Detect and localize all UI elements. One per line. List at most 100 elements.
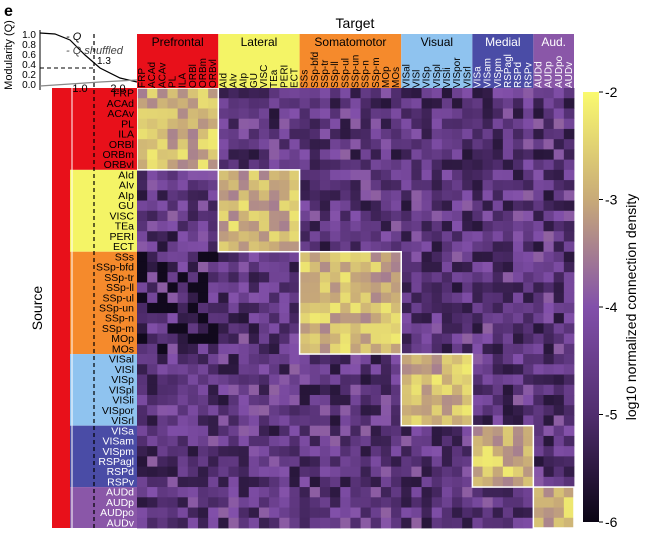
heatmap-cell — [553, 364, 565, 375]
heatmap-cell — [218, 98, 229, 109]
heatmap-cell — [167, 405, 179, 416]
heatmap-cell — [360, 292, 372, 304]
heatmap-cell — [380, 435, 392, 447]
heatmap-cell — [228, 323, 240, 334]
heatmap-cell — [370, 180, 382, 191]
heatmap-cell — [238, 446, 250, 457]
heatmap-cell — [543, 384, 555, 396]
heatmap-cell — [543, 476, 555, 488]
heatmap-cell — [533, 497, 544, 508]
heatmap-cell — [563, 456, 575, 468]
heatmap-cell — [533, 128, 544, 140]
source-label: MOs — [112, 343, 134, 355]
heatmap-cell — [197, 405, 209, 416]
heatmap-cell — [482, 456, 494, 468]
heatmap-cell — [167, 487, 179, 498]
heatmap-cell — [553, 374, 565, 386]
heatmap-cell — [137, 497, 148, 508]
heatmap-cell — [167, 497, 179, 508]
heatmap-cell — [492, 149, 504, 161]
heatmap-cell — [147, 190, 158, 201]
heatmap-cell — [299, 88, 311, 99]
heatmap-cell — [137, 313, 148, 324]
heatmap-cell — [502, 507, 514, 519]
heatmap-cell — [228, 139, 240, 150]
heatmap-cell — [330, 241, 341, 253]
heatmap-cell — [228, 446, 240, 457]
heatmap-cell — [147, 497, 158, 508]
heatmap-cell — [269, 394, 280, 406]
heatmap-cell — [391, 221, 402, 232]
heatmap-cell — [462, 384, 473, 396]
heatmap-cell — [279, 323, 290, 334]
target-label: VISpor — [452, 57, 463, 88]
heatmap-cell — [360, 98, 372, 109]
heatmap-cell — [391, 405, 402, 416]
heatmap-cell — [309, 118, 321, 130]
heatmap-cell — [401, 159, 412, 171]
heatmap-cell — [187, 159, 199, 171]
source-label: VISrl — [111, 415, 134, 427]
heatmap-cell — [208, 466, 219, 478]
heatmap-cell — [513, 302, 524, 314]
heatmap-cell — [523, 231, 534, 242]
heatmap-cell — [279, 507, 290, 519]
heatmap-cell — [513, 200, 524, 212]
heatmap-cell — [279, 384, 290, 396]
heatmap-cell — [513, 272, 524, 283]
heatmap-cell — [391, 108, 402, 120]
heatmap-cell — [269, 169, 280, 181]
heatmap-cell — [218, 364, 229, 375]
heatmap-cell — [360, 261, 372, 273]
heatmap-cell — [299, 405, 311, 416]
heatmap-cell — [309, 425, 321, 437]
heatmap-cell — [472, 323, 483, 334]
heatmap-cell — [208, 108, 219, 120]
q-curve — [39, 32, 138, 83]
heatmap-cell — [137, 118, 148, 130]
heatmap-cell — [380, 251, 392, 263]
heatmap-cell — [553, 241, 565, 253]
heatmap-cell — [421, 394, 433, 406]
heatmap-cell — [137, 241, 148, 253]
heatmap-cell — [248, 466, 260, 478]
heatmap-cell — [197, 333, 209, 345]
heatmap-cell — [431, 88, 443, 99]
heatmap-cell — [533, 221, 544, 232]
heatmap-cell — [208, 88, 219, 99]
heatmap-cell — [391, 517, 402, 529]
heatmap-cell — [563, 190, 575, 201]
heatmap-cell — [462, 108, 473, 120]
heatmap-cell — [452, 231, 463, 242]
heatmap-cell — [269, 251, 280, 263]
heatmap-cell — [238, 507, 250, 519]
heatmap-cell — [228, 200, 240, 212]
heatmap-cell — [431, 108, 443, 120]
heatmap-cell — [289, 394, 301, 406]
heatmap-cell — [157, 456, 168, 468]
heatmap-cell — [482, 405, 494, 416]
heatmap-cell — [137, 354, 148, 365]
heatmap-cell — [187, 323, 199, 334]
heatmap-cell — [350, 446, 361, 457]
heatmap-cell — [299, 446, 311, 457]
heatmap-cell — [269, 210, 280, 222]
heatmap-cell — [513, 98, 524, 109]
heatmap-cell — [197, 425, 209, 437]
heatmap-cell — [462, 251, 473, 263]
heatmap-cell — [330, 118, 341, 130]
heatmap-cell — [502, 425, 514, 437]
heatmap-cell — [401, 190, 412, 201]
heatmap-cell — [248, 241, 260, 253]
target-label: MOs — [391, 67, 402, 88]
heatmap-cell — [543, 149, 555, 161]
module-box — [471, 424, 535, 488]
heatmap-cell — [523, 487, 534, 498]
heatmap-cell — [502, 313, 514, 324]
source-label: AUDpo — [100, 507, 134, 519]
heatmap-cell — [533, 456, 544, 468]
heatmap-cell — [208, 118, 219, 130]
heatmap-cell — [299, 231, 311, 242]
heatmap-cell — [452, 149, 463, 161]
source-label: VISa — [111, 425, 134, 437]
